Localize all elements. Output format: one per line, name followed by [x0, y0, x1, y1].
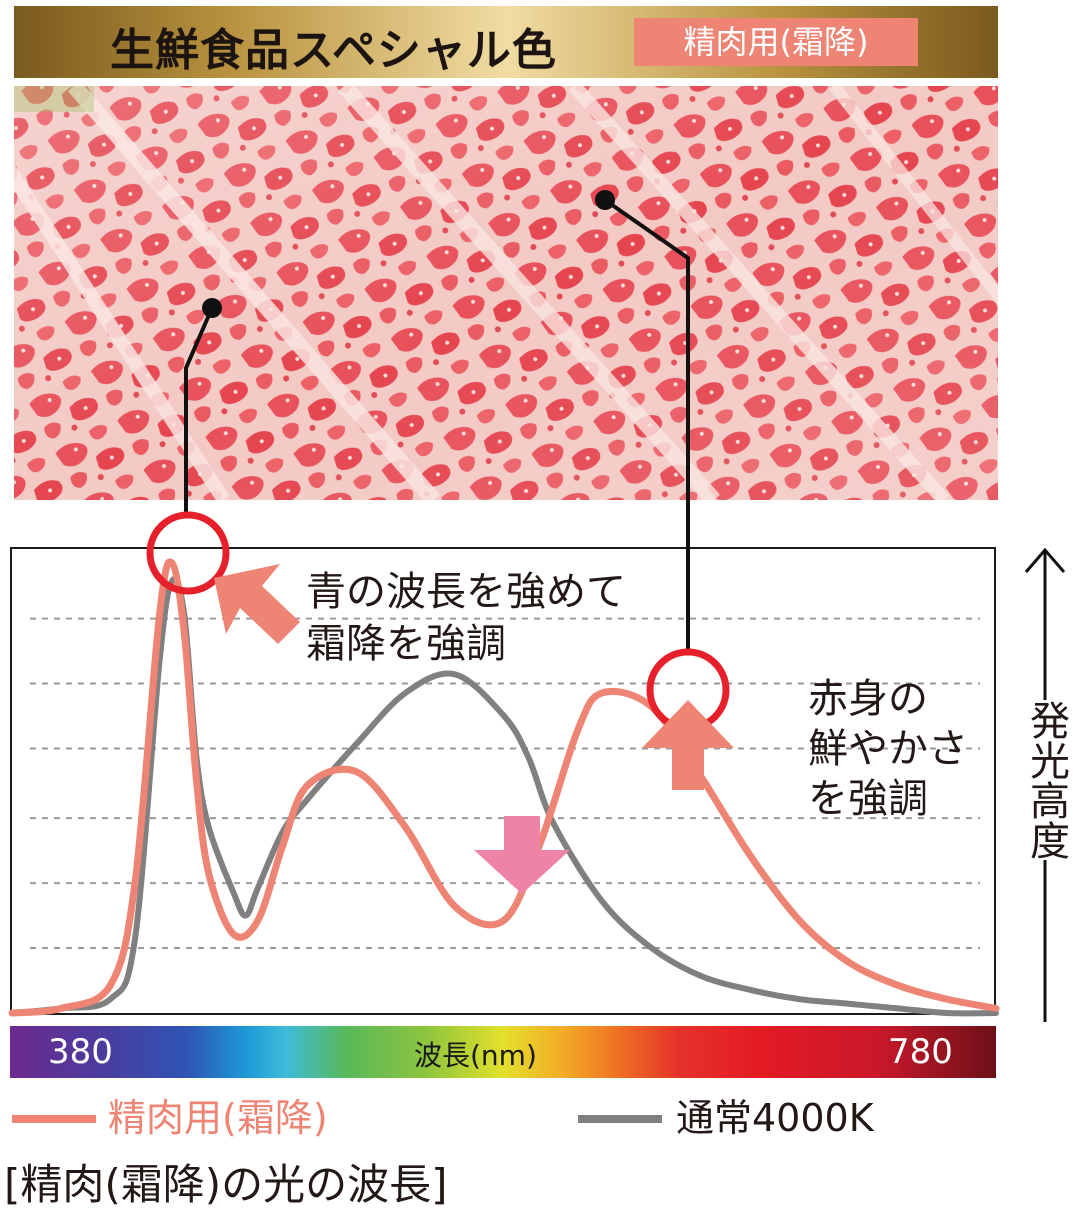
annotation-red: 赤身の 鮮やかさ を強調: [808, 674, 968, 824]
legend-label-4000k: 通常4000K: [676, 1096, 874, 1140]
annotation-red-line2: 鮮やかさ: [808, 726, 968, 772]
header-badge: 精肉用(霜降): [634, 18, 918, 66]
spectrum-end-label: 780: [888, 1032, 953, 1072]
header-title: 生鮮食品スペシャル色: [110, 25, 557, 76]
header-band: 生鮮食品スペシャル色 精肉用(霜降): [14, 6, 998, 78]
annotation-blue-line1: 青の波長を強めて: [306, 569, 626, 615]
y-axis-label: 発光高度: [1020, 700, 1070, 860]
spectrum-start-label: 380: [48, 1032, 113, 1072]
annotation-red-line1: 赤身の: [808, 676, 928, 722]
annotation-red-line3: を強調: [808, 776, 928, 822]
spectrum-axis-label: 波長(nm): [414, 1039, 537, 1072]
wavelength-spectrum-bar: [10, 1026, 996, 1078]
meat-photo-art: [14, 86, 998, 500]
meat-photo: [14, 86, 998, 500]
figure-caption: [精肉(霜降)の光の波長]: [4, 1160, 448, 1209]
annotation-blue: 青の波長を強めて 霜降を強調: [306, 566, 626, 670]
legend-label-meat: 精肉用(霜降): [108, 1096, 328, 1140]
annotation-blue-line2: 霜降を強調: [306, 621, 506, 667]
legend-swatch-meat: [12, 1115, 96, 1123]
legend-swatch-4000k: [578, 1115, 662, 1123]
